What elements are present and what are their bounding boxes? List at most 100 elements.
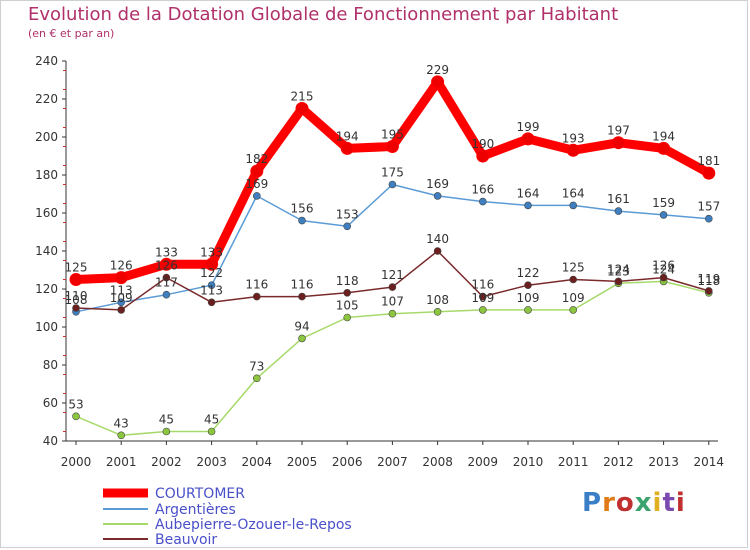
- data-label: 166: [471, 183, 494, 197]
- data-point: [566, 143, 580, 157]
- data-label: 105: [336, 299, 359, 313]
- data-point: [250, 164, 264, 178]
- y-tick-label: 100: [35, 320, 58, 334]
- data-point: [298, 334, 306, 343]
- data-label: 118: [336, 274, 359, 288]
- data-point: [207, 427, 216, 436]
- data-label: 175: [381, 166, 404, 180]
- data-label: 110: [65, 289, 88, 303]
- y-tick-label: 240: [35, 54, 58, 68]
- data-point: [388, 309, 397, 318]
- data-point: [72, 304, 80, 312]
- data-point: [433, 247, 442, 255]
- data-point: [659, 273, 668, 282]
- data-point: [159, 257, 173, 271]
- x-tick-label: 2012: [603, 455, 634, 469]
- data-point: [657, 141, 671, 155]
- brand-letter: x: [634, 488, 653, 518]
- data-label: 73: [249, 359, 264, 373]
- data-point: [295, 102, 309, 115]
- data-label: 125: [65, 261, 88, 275]
- data-label: 119: [697, 272, 720, 286]
- data-label: 116: [245, 278, 268, 292]
- data-point: [388, 283, 397, 291]
- data-label: 53: [68, 397, 83, 411]
- data-point: [388, 180, 397, 189]
- legend-label: Beauvoir: [155, 532, 217, 548]
- data-point: [569, 275, 578, 284]
- legend-label: Argentières: [155, 502, 236, 518]
- data-point: [524, 281, 532, 290]
- x-tick-label: 2011: [558, 455, 589, 469]
- data-label: 156: [291, 202, 314, 216]
- series-argenti-res: [72, 180, 713, 316]
- data-point: [524, 306, 532, 314]
- data-label: 113: [110, 283, 133, 297]
- data-point: [659, 211, 668, 219]
- data-label: 117: [155, 276, 178, 290]
- data-label: 94: [294, 319, 309, 333]
- data-label: 116: [471, 278, 494, 292]
- data-label: 122: [517, 266, 540, 280]
- data-point: [162, 273, 171, 282]
- brand-letter: t: [662, 488, 676, 518]
- data-label: 124: [607, 262, 630, 276]
- brand-letter: i: [675, 488, 686, 518]
- x-tick-label: 2008: [422, 455, 453, 469]
- data-point: [252, 374, 261, 383]
- data-point: [431, 75, 445, 89]
- data-point: [298, 292, 306, 301]
- x-tick-label: 2001: [106, 455, 137, 469]
- x-tick-label: 2000: [61, 455, 92, 469]
- data-point: [343, 288, 352, 297]
- data-point: [569, 201, 578, 210]
- data-label: 45: [204, 413, 219, 427]
- y-tick-label: 180: [35, 168, 58, 182]
- data-label: 121: [381, 268, 404, 282]
- brand-letter: P: [582, 488, 603, 518]
- data-point: [385, 140, 399, 153]
- data-label: 126: [110, 259, 133, 273]
- x-tick-label: 2004: [242, 455, 273, 469]
- x-tick-label: 2014: [694, 455, 725, 469]
- data-point: [569, 306, 578, 314]
- y-tick-label: 80: [43, 358, 58, 372]
- data-point: [162, 290, 171, 299]
- data-label: 161: [607, 192, 630, 206]
- y-tick-label: 40: [43, 434, 58, 448]
- data-label: 153: [336, 207, 359, 221]
- y-tick-label: 120: [35, 282, 58, 296]
- proxiti-logo: Proxiti: [582, 488, 686, 518]
- data-point: [207, 281, 216, 290]
- data-label: 107: [381, 295, 404, 309]
- x-tick-label: 2007: [377, 455, 408, 469]
- y-tick-label: 140: [35, 244, 58, 258]
- x-tick-label: 2010: [513, 455, 544, 469]
- data-label: 123: [607, 264, 630, 278]
- legend-label: COURTOMER: [155, 486, 245, 502]
- data-point: [611, 136, 625, 150]
- data-label: 43: [114, 416, 129, 430]
- data-point: [704, 214, 713, 223]
- data-point: [478, 306, 487, 314]
- data-point: [207, 298, 216, 307]
- data-point: [433, 192, 442, 200]
- data-point: [298, 216, 306, 225]
- data-label: 109: [110, 291, 133, 305]
- legend-label: Aubepierre-Ozouer-le-Repos: [155, 517, 352, 533]
- data-label: 109: [471, 291, 494, 305]
- chart-subtitle: (en € et par an): [28, 27, 115, 40]
- data-label: 193: [562, 131, 585, 145]
- data-label: 108: [65, 293, 88, 307]
- chart-title: Evolution de la Dotation Globale de Fonc…: [28, 4, 619, 25]
- data-label: 199: [517, 120, 540, 134]
- data-label: 126: [155, 259, 178, 273]
- data-point: [614, 207, 623, 215]
- data-label: 113: [200, 283, 223, 297]
- data-point: [117, 298, 125, 307]
- x-tick-label: 2002: [151, 455, 182, 469]
- data-label: 194: [652, 129, 675, 143]
- data-point: [476, 149, 490, 163]
- data-label: 195: [381, 128, 404, 142]
